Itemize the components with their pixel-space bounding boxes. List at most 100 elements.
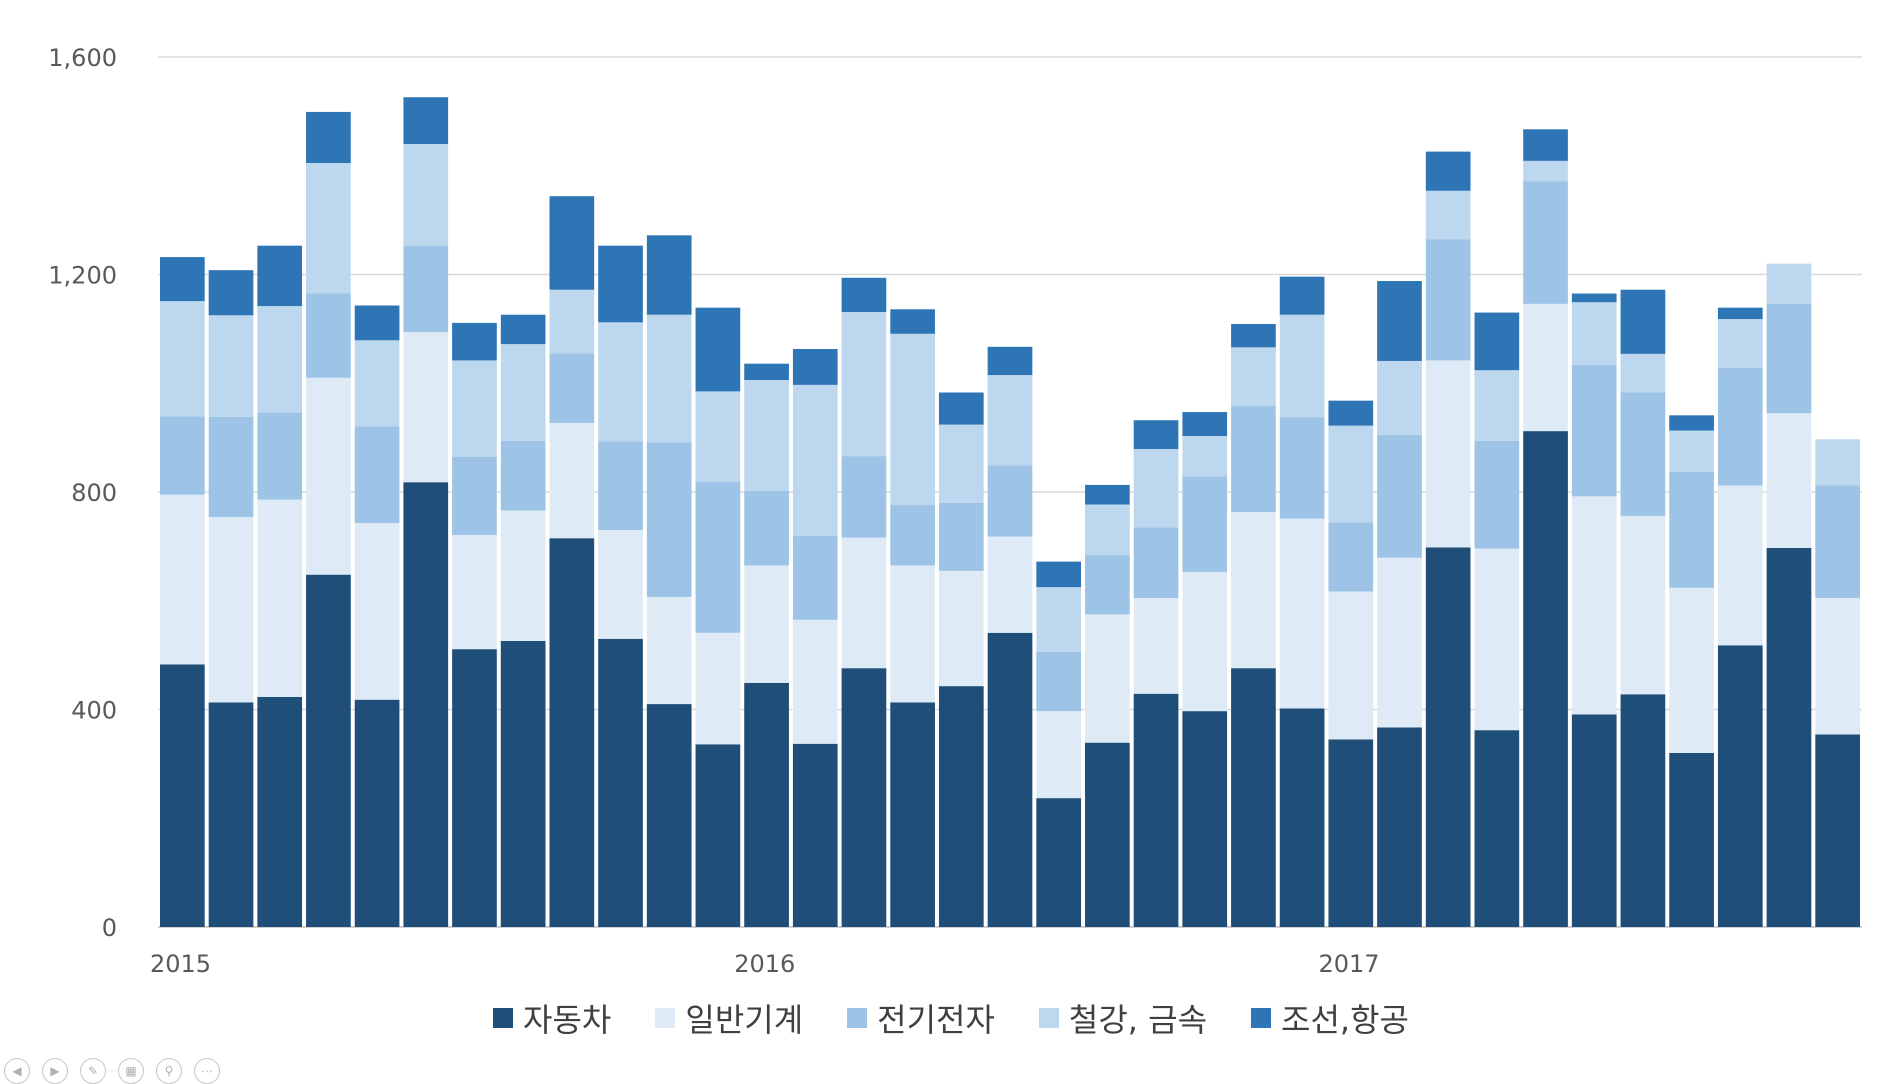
bar-stack bbox=[403, 97, 449, 927]
bar-segment bbox=[208, 270, 254, 316]
y-axis-tick-labels: 0 400 800 1,200 1,600 bbox=[48, 44, 117, 942]
bar-stack bbox=[160, 257, 205, 927]
legend-item: 전기전자 bbox=[847, 995, 995, 1041]
bar-segment bbox=[500, 510, 546, 641]
bar-segment bbox=[354, 699, 400, 927]
bar-segment bbox=[598, 322, 643, 442]
bar-segment bbox=[549, 422, 595, 539]
x-tick-label: 2017 bbox=[1318, 950, 1379, 978]
bar-segment bbox=[1620, 353, 1666, 393]
stacked-bar-chart: 0 400 800 1,200 1,600 2015 2016 2017 bbox=[48, 44, 1862, 978]
bar-stack bbox=[1231, 323, 1276, 927]
bar-segment bbox=[987, 536, 1033, 633]
legend-label: 자동차 bbox=[523, 1001, 612, 1039]
legend-swatch bbox=[493, 1008, 514, 1028]
zoom-icon[interactable]: ⚲ bbox=[156, 1058, 182, 1084]
more-options-icon[interactable]: ⋯ bbox=[194, 1058, 220, 1084]
legend-item: 자동차 bbox=[493, 995, 611, 1041]
bar-segment bbox=[1377, 727, 1422, 927]
bar-stack bbox=[1182, 412, 1228, 927]
bar-segment bbox=[500, 344, 546, 441]
bar-segment bbox=[1231, 512, 1276, 669]
bar-segment bbox=[1036, 798, 1082, 927]
bar-segment bbox=[646, 314, 692, 443]
bar-segment bbox=[1620, 515, 1666, 695]
bar-stack bbox=[695, 307, 741, 927]
bar-segment bbox=[306, 293, 351, 378]
bar-segment bbox=[1085, 504, 1130, 556]
bar-segment bbox=[1425, 151, 1471, 191]
bar-segment bbox=[695, 632, 741, 745]
bar-segment bbox=[1620, 392, 1666, 516]
bar-segment bbox=[208, 315, 254, 417]
bar-segment bbox=[1717, 319, 1763, 369]
bar-stack bbox=[1425, 151, 1471, 927]
previous-slide-icon[interactable]: ◀ bbox=[4, 1058, 30, 1084]
legend-item: 조선,항공 bbox=[1251, 995, 1409, 1041]
bar-segment bbox=[890, 309, 935, 334]
bar-segment bbox=[1669, 415, 1714, 431]
bar-segment bbox=[1474, 730, 1520, 927]
bar-stack bbox=[1085, 484, 1130, 927]
next-slide-icon[interactable]: ▶ bbox=[42, 1058, 68, 1084]
legend-label: 조선,항공 bbox=[1281, 1001, 1409, 1039]
bar-segment bbox=[744, 565, 789, 683]
bar-segment bbox=[1523, 431, 1568, 927]
bar-segment bbox=[1279, 314, 1325, 418]
legend-item: 일반기계 bbox=[655, 995, 803, 1041]
bar-segment bbox=[1085, 484, 1130, 505]
bar-stack bbox=[1717, 307, 1763, 927]
bar-segment bbox=[452, 322, 497, 361]
bar-segment bbox=[160, 664, 205, 927]
bar-segment bbox=[549, 289, 595, 354]
legend-label: 일반기계 bbox=[685, 1001, 804, 1039]
bar-stack bbox=[987, 346, 1033, 927]
bar-segment bbox=[1182, 476, 1228, 572]
bar-segment bbox=[1425, 360, 1471, 548]
pen-icon[interactable]: ✎ bbox=[80, 1058, 106, 1084]
bar-segment bbox=[1815, 485, 1860, 599]
bar-segment bbox=[1425, 190, 1471, 240]
bar-segment bbox=[1328, 739, 1374, 927]
bar-segment bbox=[1133, 693, 1179, 927]
bar-stack bbox=[1328, 400, 1374, 927]
bar-stack bbox=[306, 111, 351, 927]
bar-segment bbox=[744, 490, 789, 566]
bar-segment bbox=[841, 537, 887, 669]
bar-segment bbox=[598, 441, 643, 531]
bar-segment bbox=[1377, 434, 1422, 558]
bar-stack bbox=[1279, 276, 1325, 927]
bar-segment bbox=[1717, 485, 1763, 646]
bar-segment bbox=[1425, 547, 1471, 927]
slides-grid-icon[interactable]: ▦ bbox=[118, 1058, 144, 1084]
bar-stack bbox=[841, 277, 887, 927]
bar-segment bbox=[1182, 435, 1228, 477]
bar-stack bbox=[1133, 420, 1179, 927]
bar-segment bbox=[987, 375, 1033, 466]
y-tick-label: 400 bbox=[71, 697, 117, 725]
bar-segment bbox=[695, 307, 741, 392]
bar-segment bbox=[1328, 400, 1374, 426]
bar-segment bbox=[1279, 518, 1325, 709]
legend-swatch bbox=[655, 1008, 676, 1028]
bar-segment bbox=[306, 163, 351, 294]
bar-stack bbox=[354, 305, 400, 927]
bar-segment bbox=[1669, 430, 1714, 472]
bar-segment bbox=[1133, 420, 1179, 450]
bar-segment bbox=[549, 196, 595, 290]
bar-stack bbox=[1766, 263, 1812, 927]
bar-stack bbox=[792, 348, 838, 927]
bar-segment bbox=[1474, 312, 1520, 371]
bar-segment bbox=[1474, 440, 1520, 549]
bar-segment bbox=[1085, 555, 1130, 615]
legend-swatch bbox=[1251, 1008, 1272, 1028]
legend-label: 철강, 금속 bbox=[1068, 1001, 1208, 1039]
bar-stack bbox=[890, 309, 935, 927]
bar-segment bbox=[1279, 276, 1325, 315]
bar-segment bbox=[1085, 742, 1130, 927]
bar-stack bbox=[646, 235, 692, 927]
bar-segment bbox=[598, 530, 643, 639]
chart-legend: 자동차 일반기계 전기전자 철강, 금속 조선,항공 bbox=[0, 995, 1902, 1041]
bar-segment bbox=[938, 686, 984, 927]
bar-segment bbox=[208, 702, 254, 927]
